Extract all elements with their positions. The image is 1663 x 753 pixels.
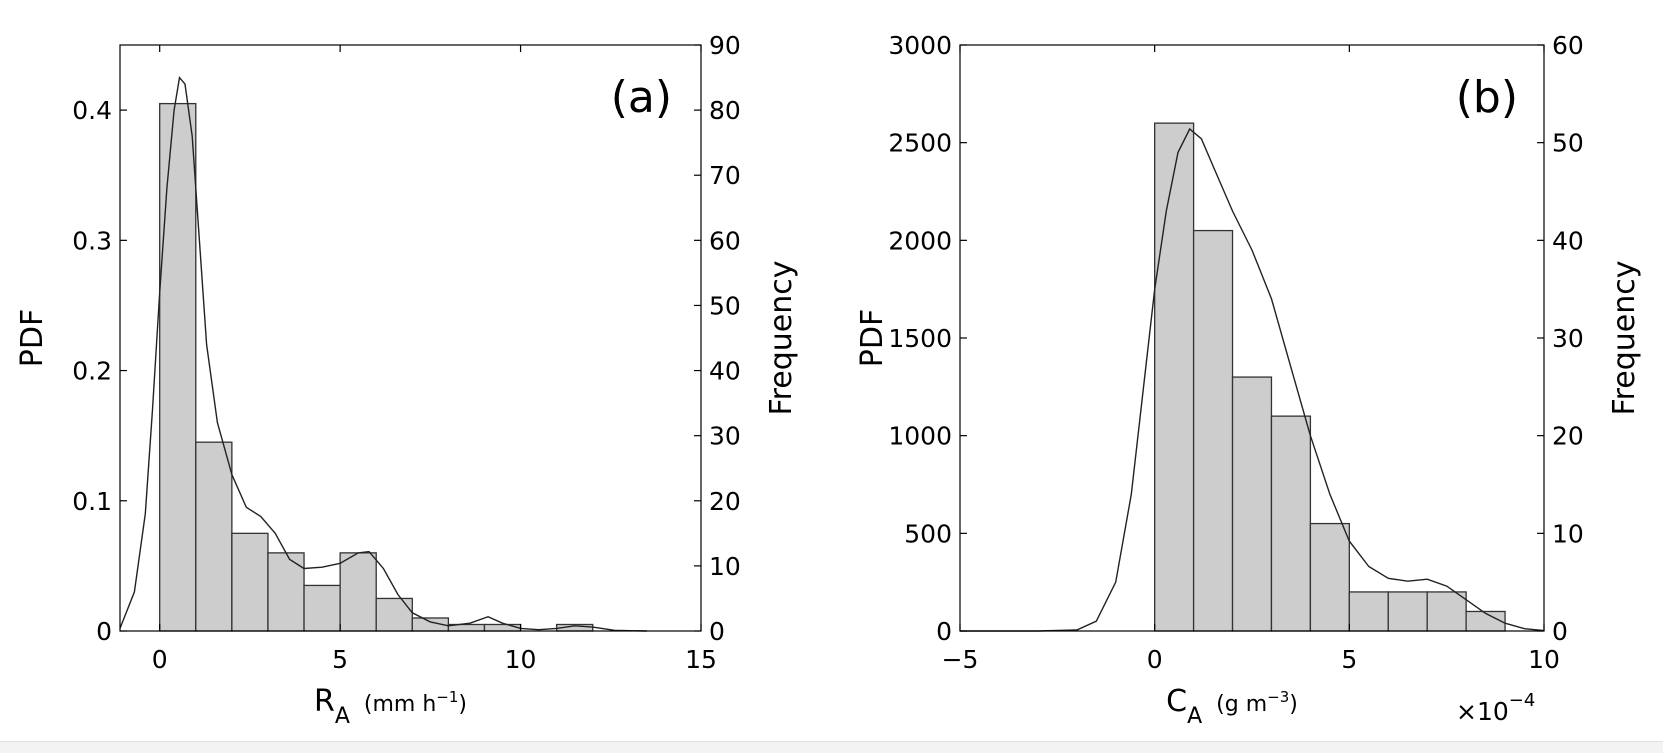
- x-axis-label-unit-exponent: −3: [1267, 688, 1289, 706]
- y-tick-label: 1000: [888, 422, 952, 451]
- histogram-bar: [375, 597, 413, 632]
- y2-tick-label: 20: [1552, 422, 1584, 451]
- x-axis-label-unit: (g m: [1216, 692, 1267, 717]
- x-axis-label-subscript: A: [1187, 704, 1202, 729]
- y2-tick-label: 60: [709, 226, 741, 255]
- y2-tick-label: 50: [1552, 129, 1584, 158]
- y-tick-label: 2500: [888, 129, 952, 158]
- y2-tick-label: 0: [709, 617, 725, 646]
- panel-b: −5 0 5 100500100015002000250030000102030405…: [855, 31, 1642, 729]
- x-tick-label: 15: [685, 645, 717, 674]
- y2-tick-label: 20: [709, 487, 741, 516]
- y2-tick-label: 30: [709, 422, 741, 451]
- y2-tick-label: 80: [709, 96, 741, 125]
- histogram-bar: [1348, 591, 1389, 632]
- x-axis-multiplier-exponent: −4: [1509, 690, 1536, 711]
- y2-tick-label: 30: [1552, 324, 1584, 353]
- x-axis-label-unit-close: ): [1289, 692, 1298, 717]
- panel-label: (b): [1456, 72, 1518, 123]
- histogram-bar: [339, 552, 377, 632]
- x-tick-label: −5: [942, 645, 979, 674]
- y-tick-label: 0.1: [72, 487, 112, 516]
- histogram-bar: [1154, 122, 1195, 632]
- x-axis-multiplier-base: ×10: [1456, 697, 1509, 726]
- x-axis-label-main: R: [314, 684, 335, 719]
- y2-tick-label: 10: [709, 552, 741, 581]
- x-axis-label: CA (g m−3): [1166, 684, 1298, 729]
- y2-tick-label: 0: [1552, 617, 1568, 646]
- x-tick-label: 10: [505, 645, 537, 674]
- histogram-bar: [1426, 591, 1467, 632]
- histogram-bar: [231, 532, 269, 632]
- pdf-curve: [960, 127, 1545, 632]
- x-axis-label-unit: (mm h: [364, 692, 436, 717]
- y-axis-label: PDF: [15, 309, 50, 367]
- histogram-bar: [1387, 591, 1428, 632]
- y-tick-label: 0: [96, 617, 112, 646]
- y2-axis-label: Frequency: [1607, 261, 1642, 416]
- y-tick-label: 1500: [888, 324, 952, 353]
- histogram-bar: [1465, 610, 1506, 632]
- y2-tick-label: 70: [709, 161, 741, 190]
- x-axis-multiplier: ×10−4: [1456, 690, 1535, 726]
- x-tick-label: 0: [152, 645, 168, 674]
- x-tick-label: 0: [1147, 645, 1163, 674]
- y-axis-label: PDF: [855, 309, 890, 367]
- histogram-bar: [159, 102, 197, 632]
- axes-frame: [119, 44, 702, 632]
- y-tick-label: 0.4: [72, 96, 112, 125]
- histogram-bar: [1309, 522, 1350, 632]
- histogram-bar: [1270, 415, 1312, 632]
- x-axis-label-subscript: A: [335, 704, 350, 729]
- y-tick-label: 0.2: [72, 357, 112, 386]
- y-tick-label: 500: [904, 519, 952, 548]
- y-tick-label: 0: [936, 617, 952, 646]
- x-axis-label-unit-close: ): [458, 692, 467, 717]
- y2-tick-label: 40: [1552, 226, 1584, 255]
- y-tick-label: 2000: [888, 226, 952, 255]
- histogram-bar: [195, 441, 233, 632]
- histogram-bar: [483, 623, 522, 632]
- x-axis-label: RA (mm h−1): [314, 684, 467, 729]
- bottom-strip: [0, 741, 1663, 753]
- pdf-curve: [119, 75, 647, 632]
- x-tick-label: 5: [332, 645, 348, 674]
- panel-label: (a): [611, 72, 672, 123]
- histogram-bar: [303, 584, 341, 632]
- y2-tick-label: 90: [709, 31, 741, 60]
- panel-a: 0 5 10 1500.10.20.30.40102030405060708090(a…: [15, 31, 799, 729]
- histogram-bar: [1192, 229, 1234, 632]
- histogram-bar: [267, 552, 305, 632]
- histogram-bar: [1231, 376, 1273, 632]
- y-tick-label: 0.3: [72, 226, 112, 255]
- y2-tick-label: 40: [709, 357, 741, 386]
- x-tick-label: 10: [1528, 645, 1560, 674]
- y-tick-label: 3000: [888, 31, 952, 60]
- y2-tick-label: 60: [1552, 31, 1584, 60]
- x-axis-label-main: C: [1166, 684, 1187, 719]
- y2-axis-label: Frequency: [764, 261, 799, 416]
- y2-tick-label: 50: [709, 291, 741, 320]
- y2-tick-label: 10: [1552, 519, 1584, 548]
- x-tick-label: 5: [1341, 645, 1357, 674]
- x-axis-label-unit-exponent: −1: [436, 688, 458, 706]
